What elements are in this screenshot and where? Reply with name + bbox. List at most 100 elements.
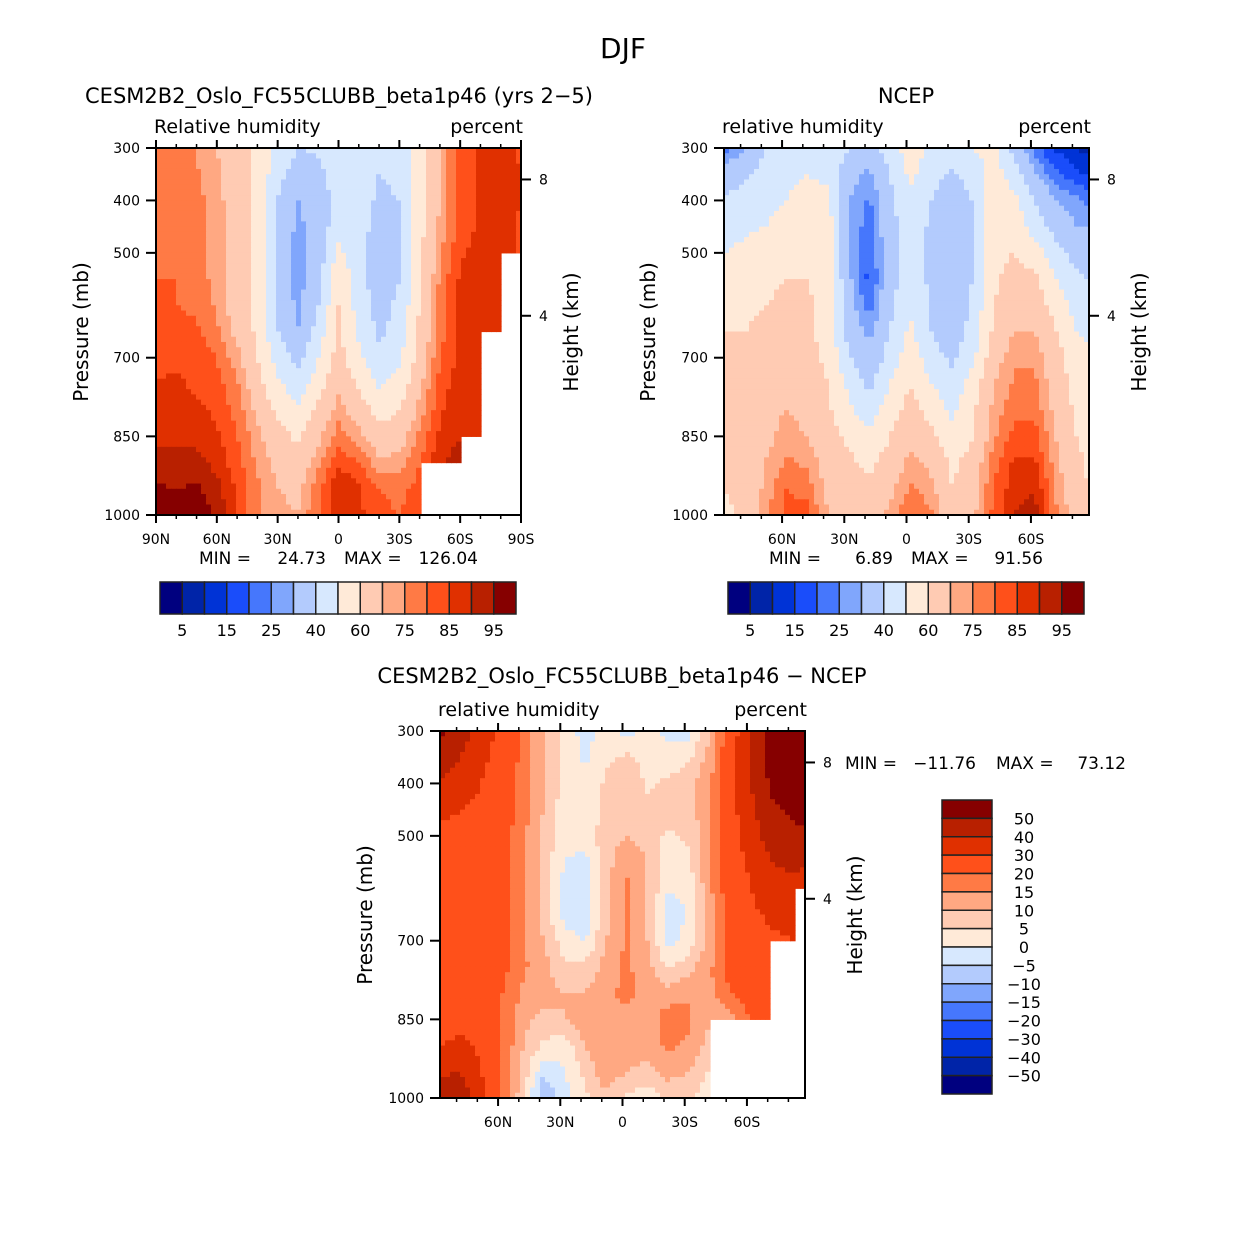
contour-cell bbox=[511, 200, 517, 207]
contour-cell bbox=[166, 216, 172, 222]
contour-cell bbox=[271, 263, 277, 270]
contour-cell bbox=[471, 279, 477, 285]
contour-cell bbox=[171, 221, 177, 228]
colorbar-label: 85 bbox=[439, 621, 459, 640]
contour-cell bbox=[406, 273, 412, 280]
contour-cell bbox=[256, 310, 262, 317]
contour-cell bbox=[321, 195, 327, 202]
contour-cell bbox=[361, 231, 367, 238]
contour-cell bbox=[461, 148, 467, 154]
contour-cell bbox=[221, 200, 227, 207]
contour-cell bbox=[261, 284, 267, 291]
contour-cell bbox=[321, 436, 327, 443]
contour-cell bbox=[296, 341, 302, 348]
contour-cell bbox=[301, 305, 307, 312]
contour-cell bbox=[246, 389, 252, 396]
contour-cell bbox=[486, 148, 492, 154]
contour-cell bbox=[316, 305, 322, 312]
contour-cell bbox=[336, 373, 342, 380]
contour-cell bbox=[366, 467, 372, 474]
contour-cell bbox=[301, 394, 307, 401]
contour-cell bbox=[206, 294, 212, 301]
contour-cell bbox=[186, 362, 192, 369]
contour-cell bbox=[231, 210, 237, 217]
contour-cell bbox=[236, 326, 242, 333]
contour-cell bbox=[371, 341, 377, 348]
contour-cell bbox=[431, 362, 437, 369]
contour-cell bbox=[456, 242, 462, 249]
contour-cell bbox=[381, 242, 387, 249]
contour-cell bbox=[251, 247, 257, 254]
contour-cell bbox=[426, 226, 432, 233]
contour-cell bbox=[486, 189, 492, 196]
contour-cell bbox=[491, 268, 497, 275]
contour-cell bbox=[396, 504, 402, 511]
contour-cell bbox=[506, 247, 512, 254]
contour-cell bbox=[236, 168, 242, 175]
contour-cell bbox=[316, 368, 322, 375]
contour-cell bbox=[251, 446, 257, 453]
contour-cell bbox=[481, 153, 487, 160]
contour-cell bbox=[451, 184, 457, 191]
contour-cell bbox=[456, 273, 462, 280]
contour-cell bbox=[734, 158, 740, 165]
contour-cell bbox=[236, 279, 242, 285]
contour-cell bbox=[321, 478, 327, 485]
contour-cell bbox=[316, 200, 322, 207]
contour-cell bbox=[211, 499, 217, 506]
contour-cell bbox=[361, 294, 367, 301]
contour-cell bbox=[401, 494, 407, 500]
contour-cell bbox=[456, 399, 462, 406]
contour-cell bbox=[386, 231, 392, 238]
contour-cell bbox=[226, 357, 232, 364]
contour-cell bbox=[316, 163, 322, 170]
contour-cell bbox=[381, 148, 387, 154]
contour-cell bbox=[431, 420, 437, 427]
contour-cell bbox=[271, 394, 277, 401]
contour-cell bbox=[171, 368, 177, 375]
contour-cell bbox=[211, 210, 217, 217]
contour-cell bbox=[436, 247, 442, 254]
contour-cell bbox=[421, 446, 427, 453]
contour-cell bbox=[456, 216, 462, 222]
contour-cell bbox=[186, 305, 192, 312]
contour-cell bbox=[396, 258, 402, 264]
contour-cell bbox=[231, 226, 237, 233]
contour-cell bbox=[436, 452, 442, 458]
contour-cell bbox=[406, 457, 412, 464]
contour-cell bbox=[181, 394, 187, 401]
contour-cell bbox=[296, 268, 302, 275]
contour-cell bbox=[271, 452, 277, 458]
contour-cell bbox=[191, 462, 197, 469]
contour-cell bbox=[426, 331, 432, 338]
contour-cell bbox=[406, 368, 412, 375]
contour-cell bbox=[466, 425, 472, 432]
contour-cell bbox=[296, 289, 302, 296]
contour-cell bbox=[156, 389, 162, 396]
contour-cell bbox=[161, 205, 167, 212]
contour-cell bbox=[411, 399, 417, 406]
contour-cell bbox=[471, 179, 477, 186]
contour-cell bbox=[176, 158, 182, 165]
contour-cell bbox=[321, 263, 327, 270]
contour-cell bbox=[331, 168, 337, 175]
contour-cell bbox=[356, 153, 362, 160]
contour-cell bbox=[206, 179, 212, 186]
contour-cell bbox=[266, 252, 272, 259]
contour-cell bbox=[166, 273, 172, 280]
contour-cell bbox=[496, 163, 502, 170]
contour-cell bbox=[286, 300, 292, 306]
contour-cell bbox=[356, 216, 362, 222]
contour-cell bbox=[291, 305, 297, 312]
contour-cell bbox=[421, 226, 427, 233]
contour-cell bbox=[266, 467, 272, 474]
contour-cell bbox=[186, 221, 192, 228]
contour-cell bbox=[161, 216, 167, 222]
contour-cell bbox=[246, 420, 252, 427]
contour-cell bbox=[729, 153, 735, 160]
contour-cell bbox=[311, 436, 317, 443]
contour-cell bbox=[191, 247, 197, 254]
contour-cell bbox=[371, 504, 377, 511]
contour-cell bbox=[161, 436, 167, 443]
contour-cell bbox=[391, 284, 397, 291]
